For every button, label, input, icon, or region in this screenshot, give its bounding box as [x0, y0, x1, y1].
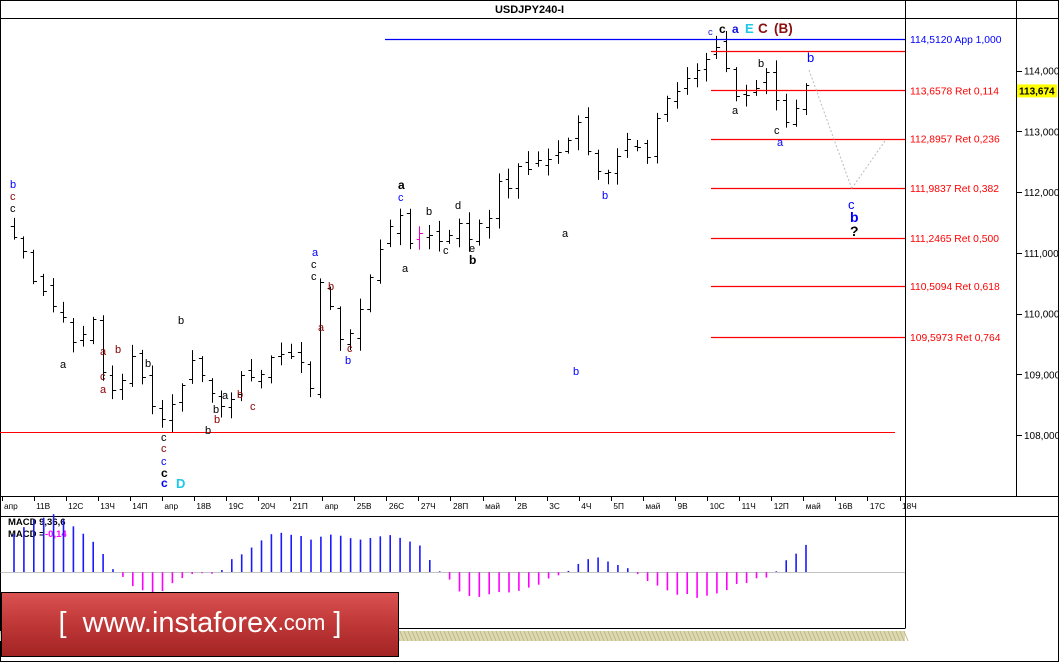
svg-text:c: c — [10, 203, 16, 215]
svg-text:май: май — [806, 501, 821, 511]
svg-text:C: C — [758, 21, 768, 36]
svg-text:27Ч: 27Ч — [421, 501, 436, 511]
svg-text:112,8957 Ret 0,236: 112,8957 Ret 0,236 — [910, 135, 1000, 146]
svg-text:c: c — [347, 343, 353, 355]
svg-text:108,000: 108,000 — [1024, 431, 1059, 442]
svg-text:c: c — [161, 476, 168, 490]
svg-text:18В: 18В — [196, 501, 211, 511]
svg-text:110,5094 Ret 0,618: 110,5094 Ret 0,618 — [910, 282, 1000, 293]
svg-text:14П: 14П — [132, 501, 147, 511]
svg-text:c: c — [311, 259, 317, 271]
svg-text:a: a — [777, 137, 784, 149]
svg-text:3С: 3С — [549, 501, 560, 511]
svg-text:111,2465 Ret 0,500: 111,2465 Ret 0,500 — [910, 234, 999, 245]
svg-text:21П: 21П — [293, 501, 308, 511]
svg-text:b: b — [115, 344, 121, 356]
svg-text:a: a — [100, 346, 107, 358]
svg-text:13Ч: 13Ч — [100, 501, 115, 511]
svg-text:b: b — [10, 179, 16, 191]
svg-text:c: c — [443, 245, 449, 257]
svg-text:25В: 25В — [357, 501, 372, 511]
svg-text:113,000: 113,000 — [1024, 127, 1059, 138]
svg-text:113,6578 Ret 0,114: 113,6578 Ret 0,114 — [910, 86, 999, 97]
svg-text:b: b — [237, 389, 243, 401]
svg-text:26С: 26С — [389, 501, 404, 511]
svg-text:апр: апр — [164, 501, 178, 511]
svg-text:?: ? — [850, 223, 859, 239]
svg-text:b: b — [426, 206, 432, 218]
svg-text:113,674: 113,674 — [1019, 86, 1055, 97]
svg-text:a: a — [402, 263, 409, 275]
svg-text:5П: 5П — [613, 501, 624, 511]
svg-text:май: май — [645, 501, 660, 511]
svg-text:114,5120 App 1,000: 114,5120 App 1,000 — [910, 35, 1002, 46]
svg-text:c: c — [774, 125, 780, 137]
svg-text:109,000: 109,000 — [1024, 370, 1059, 381]
svg-text:b: b — [758, 58, 764, 70]
svg-text:17С: 17С — [870, 501, 885, 511]
svg-text:b: b — [178, 315, 184, 327]
svg-text:12С: 12С — [68, 501, 83, 511]
svg-text:a: a — [60, 359, 67, 371]
svg-text:12П: 12П — [774, 501, 789, 511]
svg-text:20Ч: 20Ч — [261, 501, 276, 511]
svg-text:b: b — [573, 366, 579, 378]
svg-text:c: c — [161, 443, 167, 455]
svg-text:11Ч: 11Ч — [742, 501, 756, 511]
svg-text:18Ч: 18Ч — [902, 501, 917, 511]
svg-text:a: a — [732, 22, 739, 36]
svg-text:a: a — [398, 178, 405, 192]
svg-text:a: a — [312, 247, 319, 259]
svg-text:16В: 16В — [838, 501, 853, 511]
svg-text:b: b — [205, 425, 211, 437]
svg-text:c: c — [100, 371, 106, 383]
svg-text:111,000: 111,000 — [1024, 249, 1059, 260]
svg-text:a: a — [732, 105, 739, 117]
svg-text:a: a — [100, 384, 107, 396]
svg-text:110,000: 110,000 — [1024, 310, 1059, 321]
svg-text:28П: 28П — [453, 501, 468, 511]
svg-text:10С: 10С — [710, 501, 725, 511]
svg-text:111,9837 Ret 0,382: 111,9837 Ret 0,382 — [910, 184, 999, 195]
svg-text:D: D — [176, 476, 185, 491]
svg-text:b: b — [602, 190, 608, 202]
svg-text:2В: 2В — [517, 501, 528, 511]
svg-text:a: a — [222, 390, 229, 402]
svg-text:a: a — [318, 322, 325, 334]
svg-text:112,000: 112,000 — [1024, 188, 1059, 199]
svg-text:апр: апр — [325, 501, 339, 511]
svg-text:114,000: 114,000 — [1024, 67, 1059, 78]
svg-text:b: b — [345, 355, 351, 367]
svg-text:109,5973 Ret 0,764: 109,5973 Ret 0,764 — [910, 333, 1001, 344]
svg-text:4Ч: 4Ч — [581, 501, 591, 511]
svg-text:c: c — [398, 192, 404, 204]
svg-text:b: b — [328, 281, 334, 293]
svg-text:a: a — [562, 228, 569, 240]
svg-text:апр: апр — [4, 501, 18, 511]
svg-text:май: май — [485, 501, 500, 511]
svg-text:9В: 9В — [678, 501, 689, 511]
svg-text:b: b — [214, 414, 220, 426]
svg-text:b: b — [145, 358, 151, 370]
svg-text:19С: 19С — [229, 501, 244, 511]
svg-text:c: c — [250, 401, 256, 413]
svg-text:c: c — [311, 271, 317, 283]
svg-text:c: c — [10, 191, 16, 203]
svg-text:USDJPY240-I: USDJPY240-I — [495, 4, 564, 16]
svg-text:d: d — [455, 200, 461, 212]
svg-text:b: b — [807, 50, 814, 65]
svg-text:b: b — [469, 253, 476, 267]
svg-text:c: c — [719, 22, 726, 36]
svg-text:c: c — [708, 27, 713, 38]
svg-text:MACD 9,36,6: MACD 9,36,6 — [8, 517, 66, 528]
svg-text:E: E — [745, 21, 754, 36]
svg-text:11В: 11В — [36, 501, 51, 511]
svg-text:(B): (B) — [774, 21, 793, 36]
